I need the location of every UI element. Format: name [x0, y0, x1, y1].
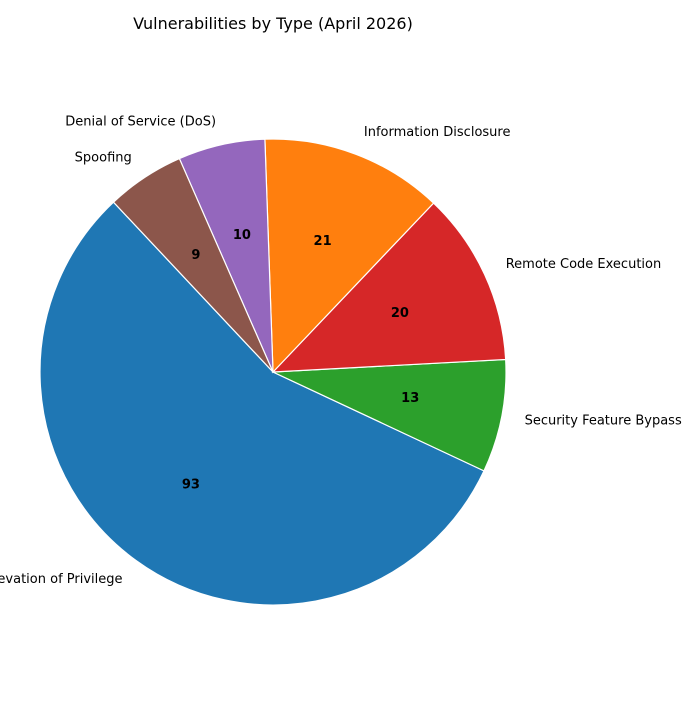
pie-slice-remote-code-execution: [271, 202, 507, 373]
slice-value-label: 93: [182, 478, 200, 493]
pie-slice-spoofing: [112, 157, 274, 373]
slice-category-label: Remote Code Execution: [506, 257, 662, 272]
slices-layer: [39, 138, 507, 606]
chart-title: Vulnerabilities by Type (April 2026): [133, 14, 413, 33]
slice-category-label: Elevation of Privilege: [0, 572, 123, 587]
slice-value-label: 21: [314, 234, 332, 249]
slice-value-label: 20: [391, 306, 409, 321]
pie-slice-elevation-of-privilege: [39, 201, 485, 606]
pie-slice-security-feature-bypass: [272, 358, 507, 472]
slice-category-label: Denial of Service (DoS): [65, 115, 216, 130]
slice-category-label: Security Feature Bypass: [525, 413, 682, 428]
slice-value-label: 13: [401, 391, 419, 406]
labels-layer: 93 Elevation of Privilege 13 Security Featu…: [0, 115, 682, 587]
slice-value-label: 9: [191, 248, 200, 263]
slice-value-label: 10: [233, 228, 251, 243]
slice-category-label: Information Disclosure: [364, 125, 511, 140]
pie-slice-information-disclosure: [264, 138, 435, 374]
slice-category-label: Spoofing: [75, 151, 132, 166]
